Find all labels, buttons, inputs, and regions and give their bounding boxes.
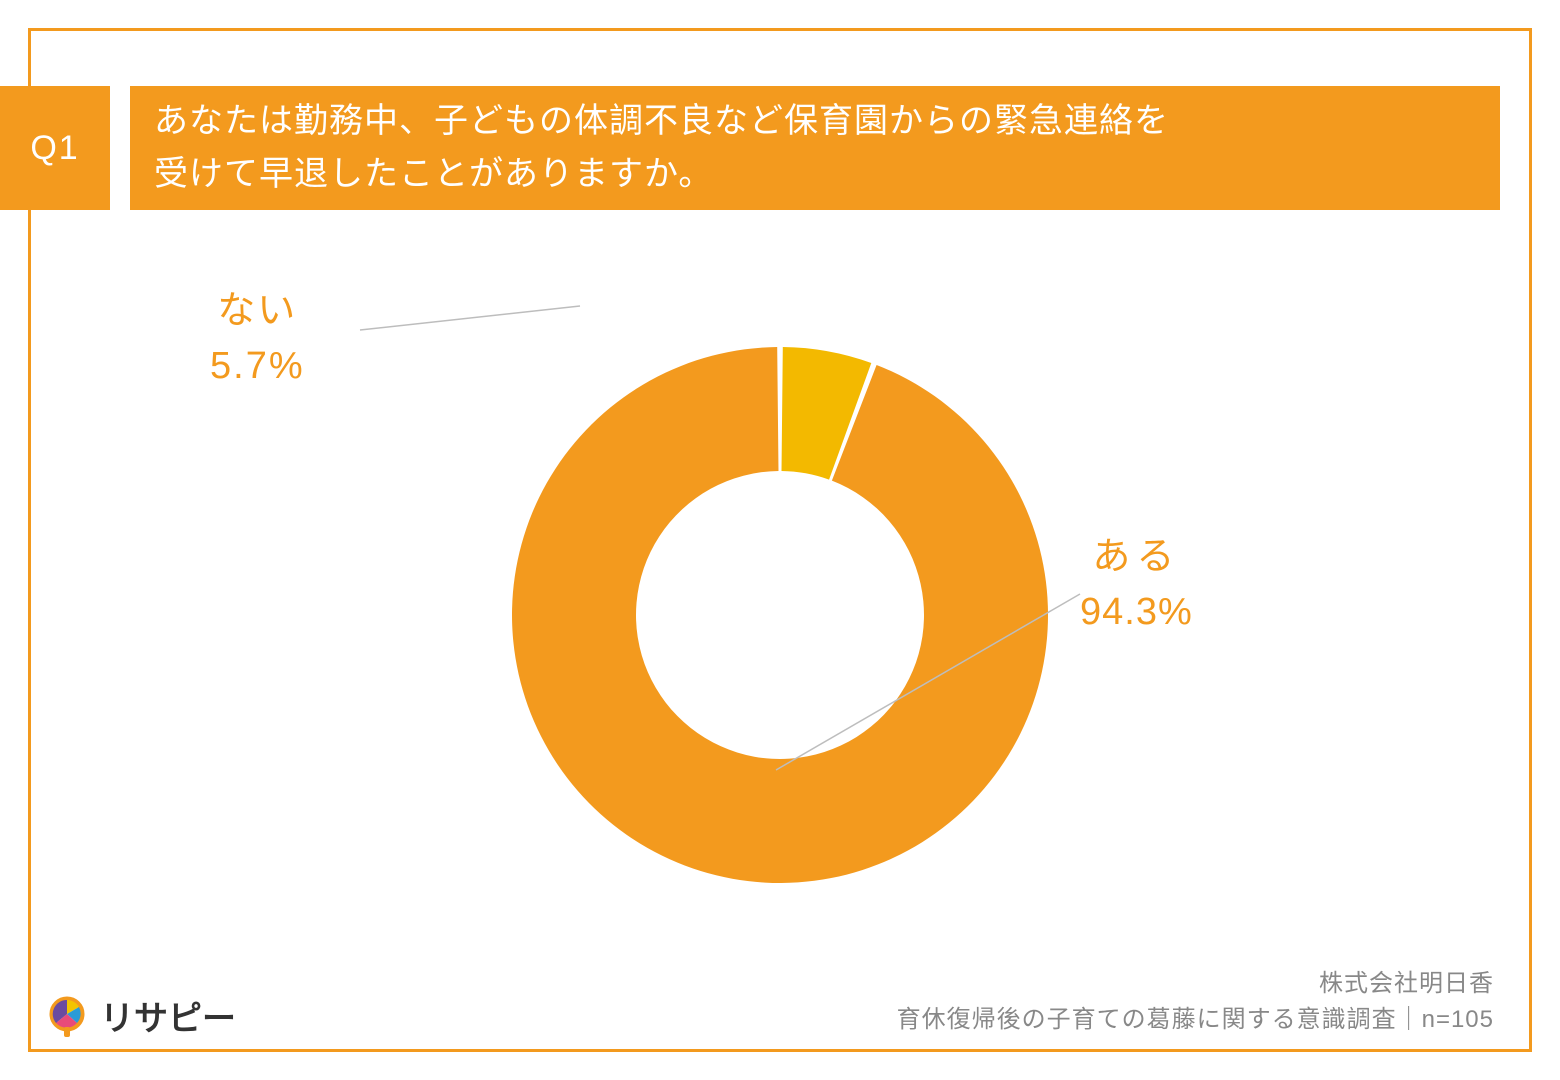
logo-text: リサピー	[100, 991, 236, 1040]
logo-mark-icon	[44, 993, 90, 1039]
footer-company: 株式会社明日香	[897, 966, 1494, 1002]
footer-survey: 育休復帰後の子育ての葛藤に関する意識調査｜n=105	[897, 1002, 1494, 1038]
question-number-tab: Q1	[0, 86, 110, 210]
slice-label-yes-name: ある	[1080, 530, 1193, 585]
slice-label-no-pct: 5.7%	[210, 339, 305, 394]
footer-credits: 株式会社明日香 育休復帰後の子育ての葛藤に関する意識調査｜n=105	[897, 966, 1494, 1038]
slice-label-yes-pct: 94.3%	[1080, 585, 1193, 640]
question-title-bar: あなたは勤務中、子どもの体調不良など保育園からの緊急連絡を 受けて早退したことが…	[130, 86, 1500, 210]
slice-label-no-name: ない	[210, 284, 305, 339]
brand-logo: リサピー	[44, 991, 236, 1040]
donut-chart	[500, 335, 1060, 895]
question-text: あなたは勤務中、子どもの体調不良など保育園からの緊急連絡を 受けて早退したことが…	[154, 95, 1169, 200]
question-number: Q1	[30, 129, 79, 168]
slice-label-yes: ある 94.3%	[1080, 530, 1193, 640]
slice-label-no: ない 5.7%	[210, 284, 305, 394]
donut-svg	[500, 335, 1060, 895]
donut-slice-yes	[512, 347, 1048, 883]
